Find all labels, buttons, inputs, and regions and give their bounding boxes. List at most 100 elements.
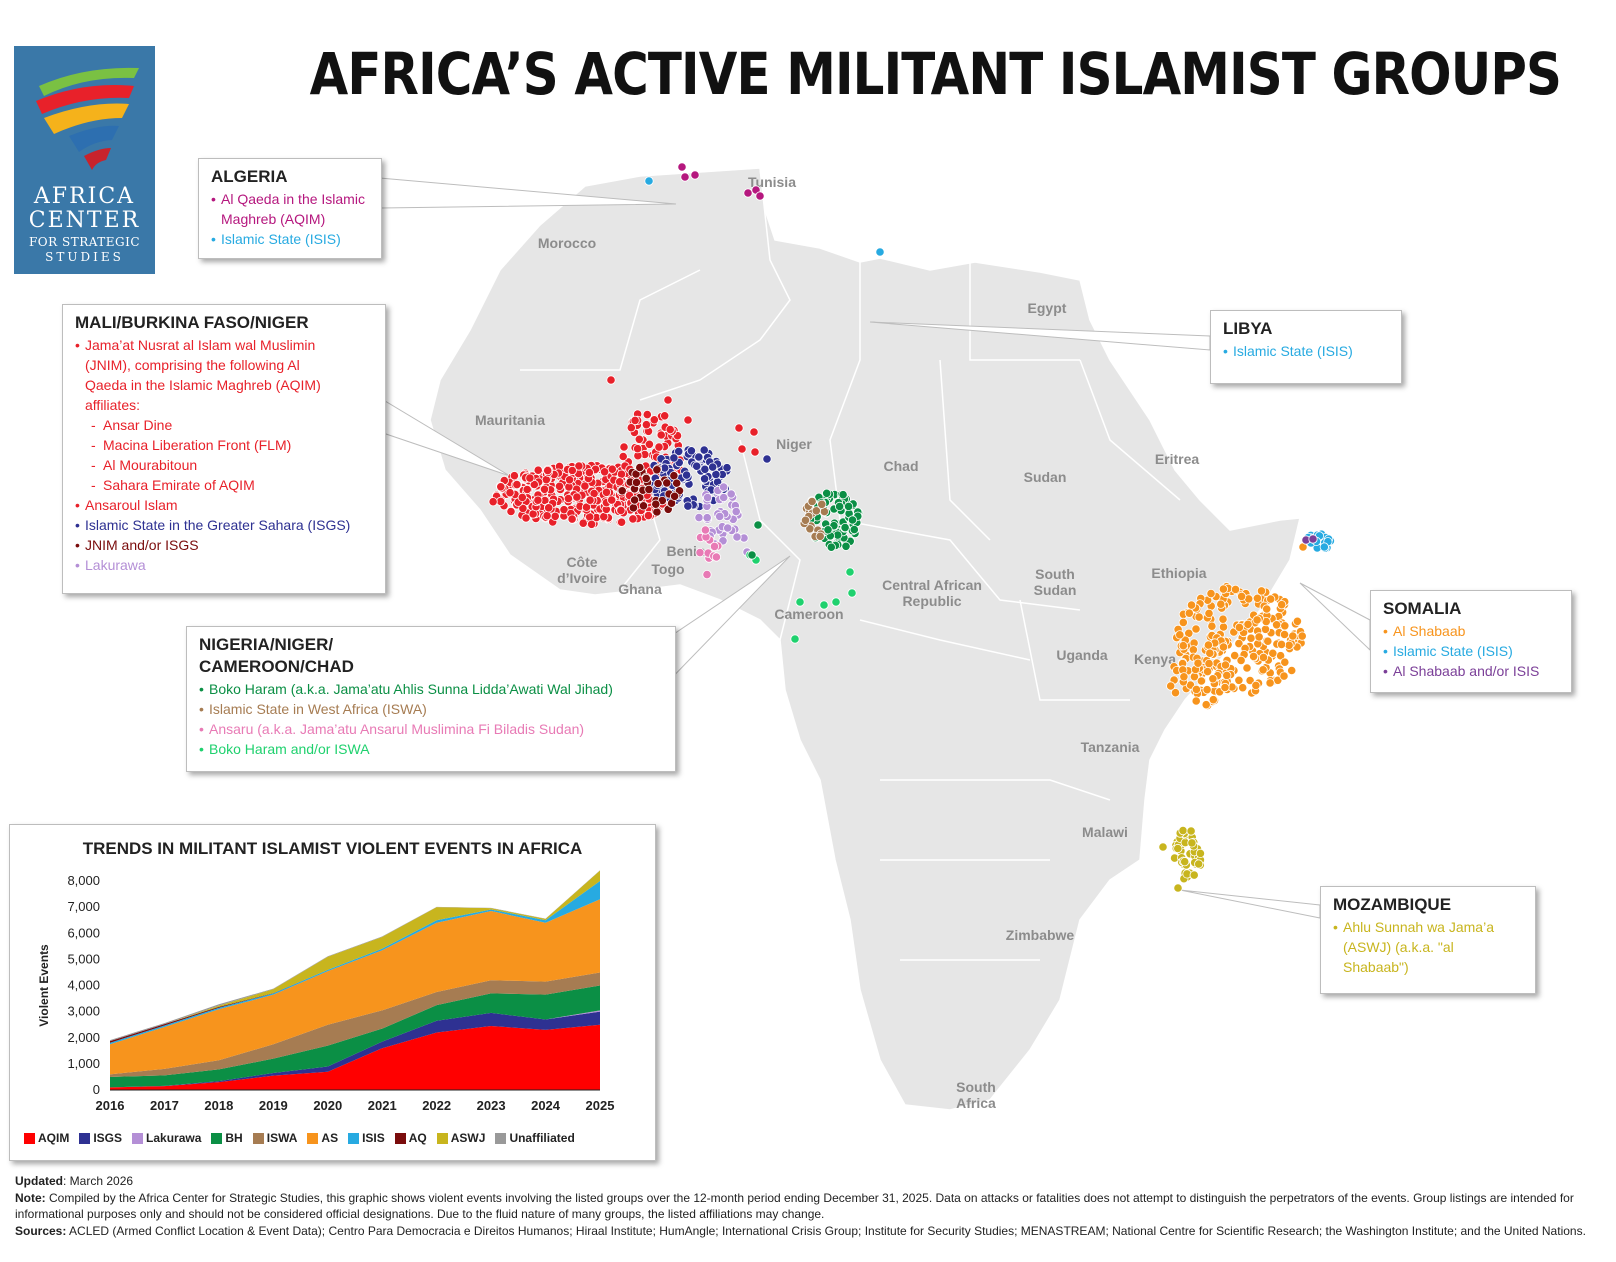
callout-item: Islamic State (ISIS) xyxy=(211,229,369,249)
event-dot xyxy=(1203,640,1214,650)
label-divoire: d’Ivoire xyxy=(557,570,607,586)
africa-landmass xyxy=(429,167,1301,1111)
legend-label: BH xyxy=(225,1131,243,1145)
country-labels: Tunisia Morocco Egypt Mauritania Niger C… xyxy=(475,174,1207,1111)
event-dot xyxy=(572,492,582,502)
event-dot xyxy=(1218,642,1229,652)
callout-item: affiliates: xyxy=(85,397,140,413)
callout-item: Boko Haram (a.k.a. Jama’atu Ahlis Sunna … xyxy=(199,679,663,699)
event-dot xyxy=(1272,620,1282,630)
event-dot xyxy=(1287,665,1297,676)
callout-list: Ahlu Sunnah wa Jama’a (ASWJ) (a.k.a. "al S… xyxy=(1333,917,1523,977)
event-dot xyxy=(1191,696,1201,706)
event-dot xyxy=(1234,675,1244,685)
event-dot xyxy=(1222,670,1232,681)
event-dot xyxy=(838,490,848,500)
event-dot xyxy=(834,501,845,511)
callout-item: Boko Haram and/or ISWA xyxy=(199,739,663,759)
callout-item: Al Shabaab xyxy=(1383,621,1559,641)
event-dot xyxy=(694,452,704,462)
legend-item-iswa: ISWA xyxy=(252,1131,298,1145)
callout-somalia: SOMALIA Al ShabaabIslamic State (ISIS)Al… xyxy=(1370,590,1572,693)
event-dot xyxy=(669,453,679,463)
y-tick-label: 2,000 xyxy=(67,1030,100,1045)
legend-swatch xyxy=(348,1132,360,1144)
callout-item: JNIM and/or ISGS xyxy=(75,535,373,555)
callout-list: Islamic State (ISIS) xyxy=(1223,341,1389,361)
label-south-sudan-1: South xyxy=(1035,566,1075,582)
event-dot xyxy=(654,442,664,452)
footer-notes: Updated: March 2026 Note: Compiled by th… xyxy=(15,1173,1605,1239)
series-area-bh xyxy=(110,985,600,1088)
legend-item-bh: BH xyxy=(211,1131,243,1145)
event-dot xyxy=(1288,631,1298,641)
label-chad: Chad xyxy=(884,458,919,474)
event-dot xyxy=(496,482,506,492)
callout-item: Islamic State (ISIS) xyxy=(1383,641,1559,661)
legend-label: ISGS xyxy=(93,1131,123,1145)
event-dot xyxy=(1236,655,1246,666)
event-dot xyxy=(1319,542,1329,552)
x-tick-label: 2019 xyxy=(259,1098,288,1113)
event-dot xyxy=(755,191,765,201)
event-dot xyxy=(616,469,627,479)
event-dot xyxy=(607,464,617,474)
callout-item: Al Qaeda in the Islamic xyxy=(211,189,369,209)
event-dot xyxy=(512,479,522,490)
callout-title: SOMALIA xyxy=(1383,599,1462,618)
event-dot xyxy=(709,541,720,552)
callout-item: (ASWJ) (a.k.a. "al xyxy=(1343,939,1454,955)
event-dot xyxy=(718,482,729,492)
legend-swatch xyxy=(211,1132,223,1144)
label-ghana: Ghana xyxy=(618,581,662,597)
event-dot xyxy=(1284,640,1294,650)
event-dot xyxy=(708,462,718,472)
event-dot xyxy=(631,477,642,487)
event-dot xyxy=(875,247,885,257)
event-dot xyxy=(559,505,569,515)
callout-mali-burkina-niger: MALI/BURKINA FASO/NIGER Jama’at Nusrat a… xyxy=(62,304,386,594)
event-dot xyxy=(567,465,577,476)
event-dot xyxy=(715,511,725,522)
callout-item: Lakurawa xyxy=(75,555,373,575)
y-tick-label: 0 xyxy=(93,1082,100,1097)
event-dot xyxy=(692,461,702,471)
legend-label: ISWA xyxy=(266,1131,298,1145)
event-dot xyxy=(1258,652,1269,663)
event-dot xyxy=(601,487,612,497)
label-togo: Togo xyxy=(651,561,684,577)
event-dot xyxy=(1243,619,1253,629)
legend-swatch xyxy=(307,1132,319,1144)
callout-title: LIBYA xyxy=(1223,319,1273,338)
logo-line-3: FOR STRATEGIC xyxy=(28,235,141,249)
x-tick-label: 2016 xyxy=(96,1098,125,1113)
event-dot xyxy=(599,467,610,477)
event-dot xyxy=(618,451,628,462)
event-dot xyxy=(723,523,733,533)
event-dot xyxy=(554,481,565,491)
event-dot xyxy=(652,507,662,517)
event-dot xyxy=(747,550,757,560)
event-dot xyxy=(643,510,654,521)
event-dot xyxy=(580,481,590,491)
label-uganda: Uganda xyxy=(1056,647,1108,663)
label-car-1: Central African xyxy=(882,577,982,593)
event-dot xyxy=(1184,608,1194,618)
event-dot xyxy=(694,512,704,523)
event-dot xyxy=(1265,678,1275,688)
event-dot xyxy=(1249,651,1259,662)
callout-item: Qaeda in the Islamic Maghreb (AQIM) xyxy=(85,377,321,393)
label-mauritania: Mauritania xyxy=(475,412,545,428)
event-dot xyxy=(1276,639,1287,650)
event-dot xyxy=(642,409,652,420)
event-dot xyxy=(644,484,654,494)
event-dot xyxy=(635,462,645,473)
event-dot xyxy=(544,503,554,513)
event-dot xyxy=(683,415,693,425)
legend-label: Unaffiliated xyxy=(509,1131,575,1145)
event-dot xyxy=(1292,616,1303,626)
event-dot xyxy=(638,501,649,511)
event-dot xyxy=(1180,857,1190,867)
legend-swatch xyxy=(252,1132,264,1144)
event-dot xyxy=(677,162,687,172)
